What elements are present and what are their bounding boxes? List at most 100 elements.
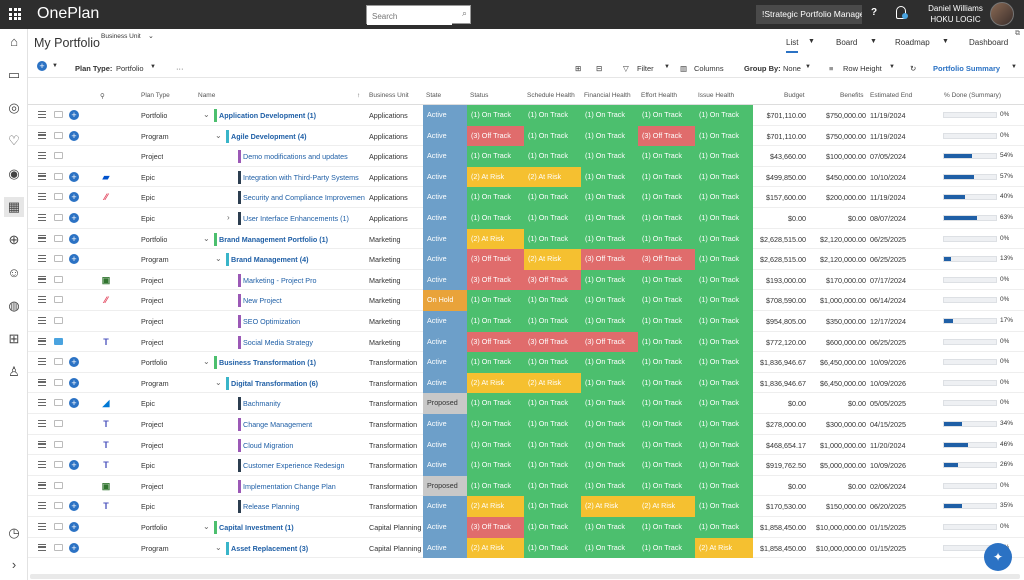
help-icon[interactable]: ? (871, 7, 878, 18)
table-row[interactable]: T Project Change Management Transformation A… (28, 414, 1024, 435)
columns-icon[interactable]: ▥ (680, 64, 688, 73)
col-status[interactable]: Status (470, 92, 489, 99)
add-child-icon[interactable]: + (69, 192, 79, 203)
table-row[interactable]: + Portfolio ⌄ Application Development (1) Ap… (28, 105, 1024, 126)
search-input[interactable] (367, 8, 452, 25)
add-child-icon[interactable]: + (69, 254, 79, 265)
chevron-down-icon[interactable]: ▼ (889, 64, 895, 70)
group-by-value[interactable]: None (783, 64, 801, 73)
table-row[interactable]: + Program ⌄ Agile Development (4) Applicatio… (28, 125, 1024, 147)
table-row[interactable]: + Portfolio ⌄ Business Transformation (1) Tr… (28, 352, 1024, 373)
drag-handle-icon[interactable] (38, 111, 46, 118)
drag-handle-icon[interactable] (38, 234, 46, 242)
columns-button[interactable]: Columns (694, 64, 724, 73)
drag-handle-icon[interactable] (38, 317, 46, 324)
add-child-icon[interactable]: + (69, 171, 79, 182)
comment-icon[interactable] (54, 234, 63, 242)
briefcase-icon[interactable]: ▭ (7, 67, 21, 82)
user-icon[interactable]: ♙ (8, 364, 20, 379)
plan-name-link[interactable]: Business Transformation (1) (219, 358, 317, 368)
drag-handle-icon[interactable] (38, 296, 46, 304)
filter-icon[interactable]: ▽ (623, 64, 629, 73)
comment-icon[interactable] (54, 296, 63, 304)
search-icon[interactable]: ⌕ (461, 8, 467, 18)
add-child-icon[interactable]: + (69, 213, 79, 223)
plan-name-link[interactable]: Application Development (1) (219, 111, 317, 120)
plan-name-link[interactable]: New Project (243, 296, 282, 306)
add-child-icon[interactable]: + (69, 110, 79, 120)
plan-name-link[interactable]: Digital Transformation (6) (231, 378, 319, 388)
comment-icon[interactable] (54, 399, 63, 407)
chevron-down-icon[interactable]: ⌄ (148, 33, 154, 40)
plan-name-link[interactable]: Release Planning (243, 502, 300, 512)
comment-icon[interactable] (54, 378, 63, 386)
notification-bell-icon[interactable] (896, 6, 906, 19)
chevron-down-icon[interactable]: ⌄ (215, 254, 222, 264)
table-row[interactable]: Project SEO Optimization Marketing Active (1… (28, 311, 1024, 332)
comment-icon[interactable] (54, 481, 63, 489)
table-row[interactable]: + ▰ Epic Integration with Third-Party Syste… (28, 166, 1024, 188)
comment-icon[interactable] (54, 337, 63, 345)
table-row[interactable]: + Program ⌄ Asset Replacement (3) Capital Pl… (28, 537, 1024, 559)
home-icon[interactable]: ⌂ (10, 34, 18, 49)
expand-all-icon[interactable]: ⊞ (575, 64, 582, 73)
plan-name-link[interactable]: SEO Optimization (243, 317, 301, 326)
col-benefits[interactable]: Benefits (840, 92, 864, 99)
people-icon[interactable]: ☺ (7, 265, 21, 280)
plan-name-link[interactable]: Integration with Third-Party Systems (243, 172, 359, 182)
add-child-icon[interactable]: + (69, 377, 79, 388)
chevron-down-icon[interactable]: ⌄ (203, 522, 210, 531)
add-icon[interactable]: + (37, 61, 47, 71)
drag-handle-icon[interactable] (38, 275, 46, 283)
user-info[interactable]: Daniel Williams HOKU LOGIC (928, 3, 983, 25)
comment-icon[interactable] (54, 152, 63, 160)
comment-icon[interactable] (54, 317, 63, 324)
table-row[interactable]: + T Epic Customer Experience Redesign Transf… (28, 455, 1024, 476)
hierarchy-col-icon[interactable]: ⚲ (100, 93, 105, 100)
plan-name-link[interactable]: Implementation Change Plan (243, 481, 336, 491)
comment-icon[interactable] (54, 172, 63, 180)
chevron-down-icon[interactable]: ⌄ (203, 233, 210, 243)
refresh-icon[interactable]: ↻ (910, 64, 917, 73)
business-unit-filter[interactable]: Business Unit (101, 33, 141, 40)
drag-handle-icon[interactable] (38, 420, 46, 427)
add-child-icon[interactable]: + (69, 542, 79, 553)
table-row[interactable]: T Project Cloud Migration Transformation Act… (28, 434, 1024, 456)
drag-handle-icon[interactable] (38, 131, 46, 139)
plan-name-link[interactable]: Change Management (243, 420, 313, 429)
col-plan-type[interactable]: Plan Type (141, 92, 170, 99)
plan-name-link[interactable]: Marketing - Project Pro (243, 275, 317, 285)
avatar[interactable] (990, 2, 1014, 26)
table-row[interactable]: + Portfolio ⌄ Brand Management Portfolio (1… (28, 228, 1024, 250)
comment-icon[interactable] (54, 440, 63, 448)
comment-icon[interactable] (54, 543, 63, 551)
search-box[interactable]: ⌕ (366, 5, 471, 25)
col-budget[interactable]: Budget (784, 92, 805, 99)
table-row[interactable]: + Portfolio ⌄ Capital Investment (1) Capital… (28, 517, 1024, 538)
portfolio-summary-button[interactable]: Portfolio Summary (933, 64, 1001, 73)
chevron-right-icon[interactable]: › (227, 213, 230, 222)
col-financial-health[interactable]: Financial Health (584, 92, 631, 99)
table-row[interactable]: + Program ⌄ Digital Transformation (6) Trans… (28, 372, 1024, 394)
drag-handle-icon[interactable] (38, 481, 46, 489)
comment-icon[interactable] (54, 420, 63, 427)
drag-handle-icon[interactable] (38, 502, 46, 510)
chevron-down-icon[interactable]: ▼ (150, 64, 156, 70)
collapse-all-icon[interactable]: ⊟ (596, 64, 603, 73)
chevron-down-icon[interactable]: ⌄ (215, 542, 222, 552)
portfolio-icon[interactable]: ▦ (4, 197, 24, 217)
tab-list[interactable]: List (786, 38, 799, 53)
assistant-fab-icon[interactable]: ✦ (984, 543, 1012, 571)
chevron-down-icon[interactable]: ▼ (805, 64, 811, 70)
tab-roadmap[interactable]: Roadmap (895, 38, 930, 47)
table-row[interactable]: ▣ Project Implementation Change Plan Transf… (28, 475, 1024, 497)
drag-handle-icon[interactable] (38, 337, 46, 345)
add-child-icon[interactable]: + (69, 522, 79, 532)
hierarchy-icon[interactable]: ⊞ (8, 331, 20, 346)
app-launcher-icon[interactable] (9, 8, 21, 20)
chevron-down-icon[interactable]: ▼ (1011, 64, 1017, 70)
filter-button[interactable]: Filter (637, 64, 654, 73)
comment-icon[interactable] (54, 214, 63, 221)
add-child-icon[interactable]: + (69, 233, 79, 244)
plan-type-value[interactable]: Portfolio (116, 64, 144, 73)
